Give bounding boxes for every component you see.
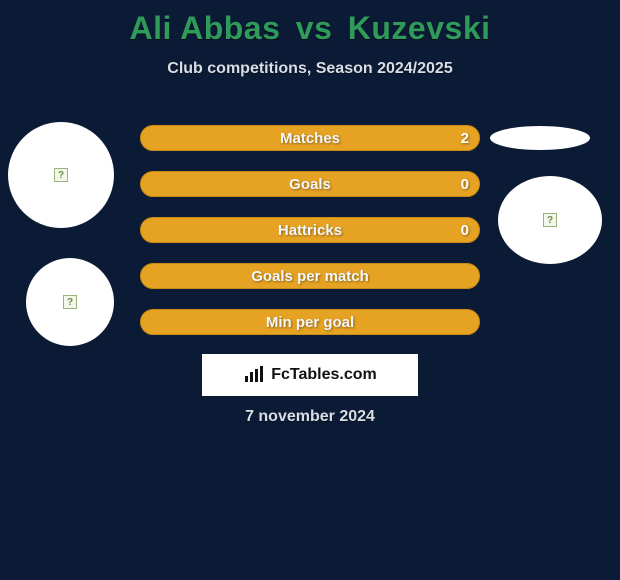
stat-label: Goals xyxy=(141,176,479,193)
player1-avatar: ? xyxy=(8,122,114,228)
vs-text: vs xyxy=(296,10,333,46)
player2-name: Kuzevski xyxy=(348,10,491,46)
player1-club-logo: ? xyxy=(26,258,114,346)
page-title: Ali Abbas vs Kuzevski xyxy=(0,10,620,47)
stat-bar: Min per goal xyxy=(140,309,480,335)
stat-bar: Hattricks 0 xyxy=(140,217,480,243)
comparison-canvas: Ali Abbas vs Kuzevski Club competitions,… xyxy=(0,0,620,580)
stat-value-right: 0 xyxy=(461,222,469,239)
stat-value-right: 2 xyxy=(461,130,469,147)
branding-text: FcTables.com xyxy=(271,366,377,384)
stat-bar: Matches 2 xyxy=(140,125,480,151)
image-placeholder-icon: ? xyxy=(63,295,77,309)
image-placeholder-icon: ? xyxy=(543,213,557,227)
stat-label: Min per goal xyxy=(141,314,479,331)
image-placeholder-icon: ? xyxy=(54,168,68,182)
player2-avatar: ? xyxy=(498,176,602,264)
stat-bar: Goals 0 xyxy=(140,171,480,197)
snapshot-date: 7 november 2024 xyxy=(0,408,620,426)
player2-club-logo xyxy=(490,126,590,150)
branding-badge: FcTables.com xyxy=(202,354,418,396)
stat-label: Goals per match xyxy=(141,268,479,285)
subtitle: Club competitions, Season 2024/2025 xyxy=(0,60,620,78)
chart-icon xyxy=(243,366,265,384)
stat-label: Matches xyxy=(141,130,479,147)
stats-bars: Matches 2 Goals 0 Hattricks 0 Goals per … xyxy=(140,125,480,355)
stat-label: Hattricks xyxy=(141,222,479,239)
stat-value-right: 0 xyxy=(461,176,469,193)
stat-bar: Goals per match xyxy=(140,263,480,289)
player1-name: Ali Abbas xyxy=(130,10,281,46)
